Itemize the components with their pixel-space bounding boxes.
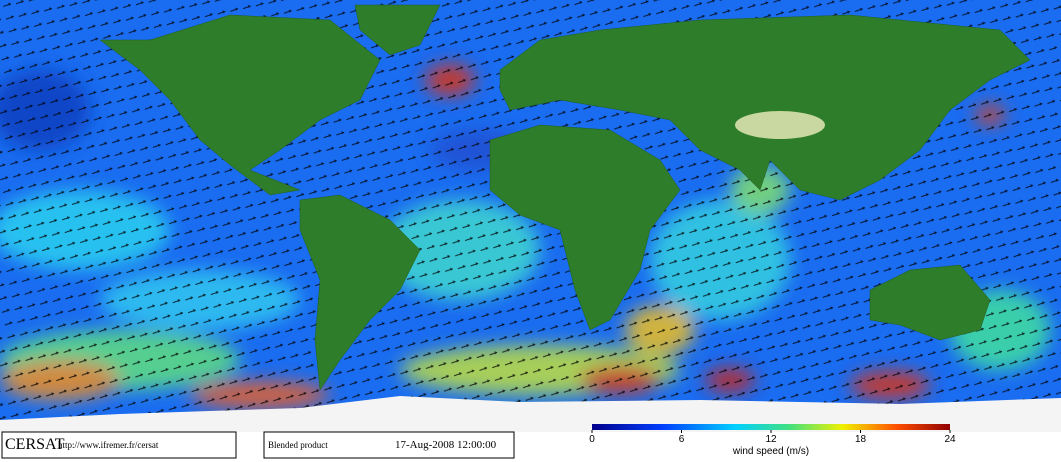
logo: CERSAT [5, 436, 65, 453]
antarctica [0, 396, 1061, 432]
colorbar-tick-label: 0 [589, 434, 595, 445]
colorbar [592, 424, 950, 430]
africa [489, 124, 681, 331]
australia [869, 264, 991, 341]
tibet [735, 111, 825, 139]
south-america [299, 194, 421, 391]
date: 17-Aug-2008 12:00:00 [395, 439, 497, 451]
greenland [354, 4, 441, 56]
colorbar-tick-label: 18 [855, 434, 867, 445]
colorbar-tick-label: 6 [679, 434, 685, 445]
colorbar-tick-label: 24 [944, 434, 956, 445]
continents [99, 4, 1031, 391]
colorbar-tick-label: 12 [765, 434, 777, 445]
url: http://www.ifremer.fr/cersat [58, 440, 159, 450]
north-america [99, 14, 381, 196]
logo-box [1, 431, 237, 459]
product: Blended product [268, 440, 328, 450]
eurasia [499, 14, 1031, 201]
product-box [263, 431, 515, 459]
colorbar-title: wind speed (m/s) [732, 446, 809, 457]
